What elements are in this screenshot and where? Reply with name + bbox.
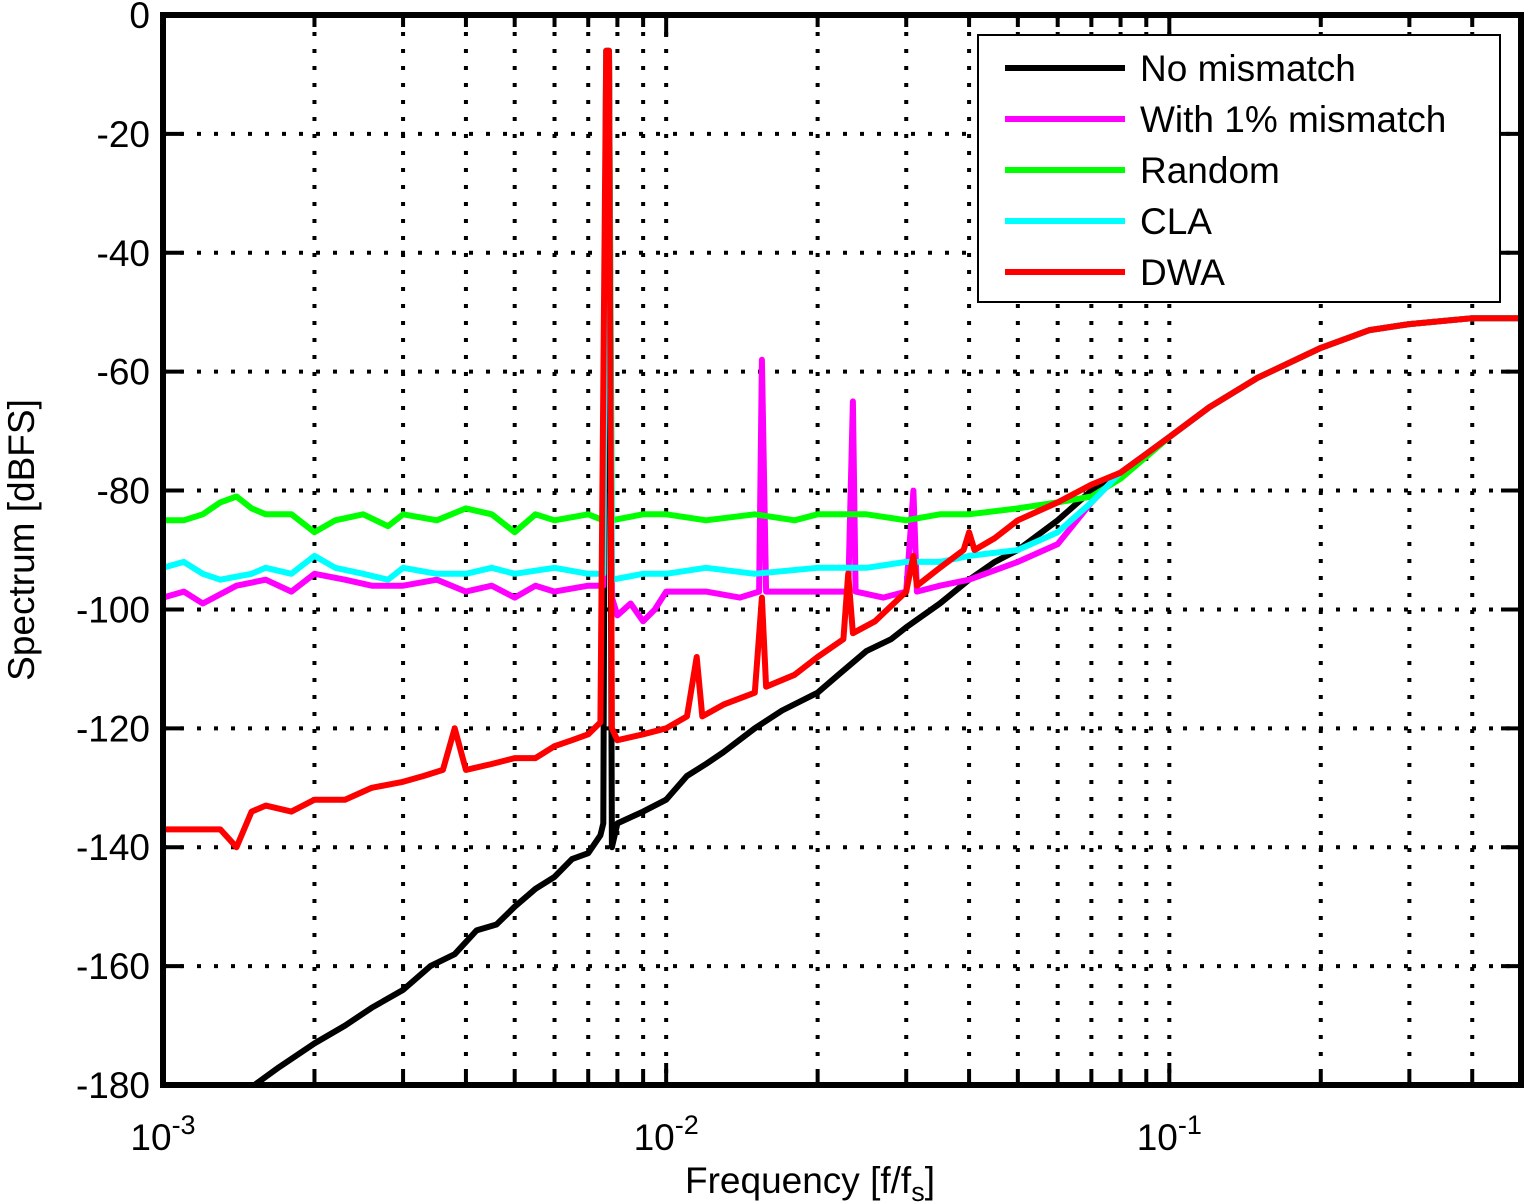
y-tick-label: -100 bbox=[76, 589, 150, 630]
y-tick-label: -120 bbox=[76, 708, 150, 749]
y-tick-label: 0 bbox=[129, 0, 150, 36]
y-tick-label: -140 bbox=[76, 827, 150, 868]
y-tick-label: -20 bbox=[97, 114, 150, 155]
y-tick-label: -80 bbox=[97, 471, 150, 512]
legend: No mismatch With 1% mismatch Random CLA DWA bbox=[977, 34, 1501, 303]
legend-label: CLA bbox=[1140, 201, 1212, 242]
series-line-dwa bbox=[160, 47, 1524, 851]
series-lines bbox=[160, 47, 1524, 1088]
y-tick-label: -180 bbox=[76, 1065, 150, 1106]
legend-label: DWA bbox=[1140, 252, 1225, 293]
y-axis-title: Spectrum [dBFS] bbox=[1, 399, 42, 681]
x-tick-label: 10-3 bbox=[130, 1110, 195, 1158]
legend-label: With 1% mismatch bbox=[1140, 99, 1446, 140]
y-tick-label: -60 bbox=[97, 352, 150, 393]
x-tick-label: 10-2 bbox=[634, 1110, 699, 1158]
axes-frame bbox=[160, 12, 1524, 1088]
y-tick-label: -160 bbox=[76, 946, 150, 987]
legend-label: No mismatch bbox=[1140, 48, 1356, 89]
x-tick-label: 10-1 bbox=[1137, 1110, 1202, 1158]
plot-frame bbox=[160, 12, 1524, 1088]
x-axis-title: Frequency [f/fs] bbox=[685, 1160, 935, 1203]
legend-label: Random bbox=[1140, 150, 1280, 191]
y-tick-label: -40 bbox=[97, 233, 150, 274]
